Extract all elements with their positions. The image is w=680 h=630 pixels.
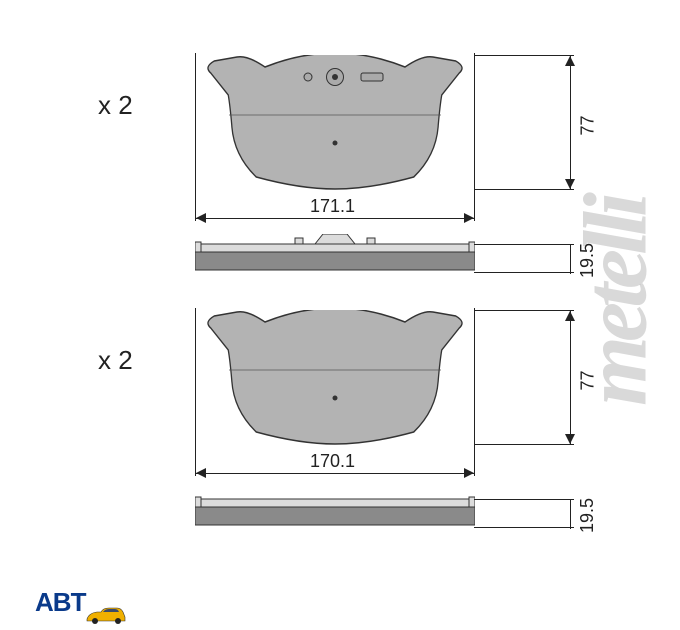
pad1-side bbox=[195, 234, 475, 274]
pad1-width-ext-l bbox=[195, 53, 196, 221]
pad2-height-ext-t bbox=[474, 310, 574, 311]
pad1-height-ext-b bbox=[474, 189, 574, 190]
pad1-height-dimline bbox=[570, 55, 571, 190]
pad2-thick-ext-t bbox=[474, 499, 574, 500]
pad1-thick-ext-b bbox=[474, 272, 574, 273]
pad1-width-label: 171.1 bbox=[310, 196, 355, 217]
pad2-height-label: 77 bbox=[578, 370, 599, 390]
pad2-height-arrow-b bbox=[565, 434, 575, 444]
pad1-width-arrow-l bbox=[196, 213, 206, 223]
logo-letter-t: T bbox=[71, 587, 86, 617]
pad1-thick-label: 19.5 bbox=[577, 243, 598, 278]
pad2-height-ext-b bbox=[474, 444, 574, 445]
pad2-side bbox=[195, 489, 475, 529]
pad1-height-label: 77 bbox=[578, 115, 599, 135]
pad2-face bbox=[195, 310, 475, 445]
pad1-width-arrow-r bbox=[464, 213, 474, 223]
site-logo: ABT bbox=[35, 587, 127, 618]
pad2-height-dimline bbox=[570, 310, 571, 445]
pad1-height-arrow-t bbox=[565, 56, 575, 66]
pad2-thick-label: 19.5 bbox=[577, 498, 598, 533]
pad1-face bbox=[195, 55, 475, 190]
pad2-height-arrow-t bbox=[565, 311, 575, 321]
pad1-height-ext-t bbox=[474, 55, 574, 56]
pad1-thick-dimline bbox=[570, 244, 571, 274]
logo-letter-b: B bbox=[53, 587, 71, 617]
pad2-width-ext-r bbox=[474, 308, 475, 476]
pad1-width-dimline bbox=[195, 218, 475, 219]
pad2-thick-dimline bbox=[570, 499, 571, 529]
pad2-width-dimline bbox=[195, 473, 475, 474]
pad1-height-arrow-b bbox=[565, 179, 575, 189]
pad2-width-label: 170.1 bbox=[310, 451, 355, 472]
logo-letter-a: A bbox=[35, 587, 53, 617]
diagram-canvas: metelli x 2 171.1 77 19.5 x 2 bbox=[0, 0, 680, 630]
pad1-thick-ext-t bbox=[474, 244, 574, 245]
pad2-width-arrow-l bbox=[196, 468, 206, 478]
pad2-thick-ext-b bbox=[474, 527, 574, 528]
pad2-width-arrow-r bbox=[464, 468, 474, 478]
pad1-width-ext-r bbox=[474, 53, 475, 221]
pad1-qty-label: x 2 bbox=[98, 90, 133, 121]
pad2-qty-label: x 2 bbox=[98, 345, 133, 376]
pad2-width-ext-l bbox=[195, 308, 196, 476]
